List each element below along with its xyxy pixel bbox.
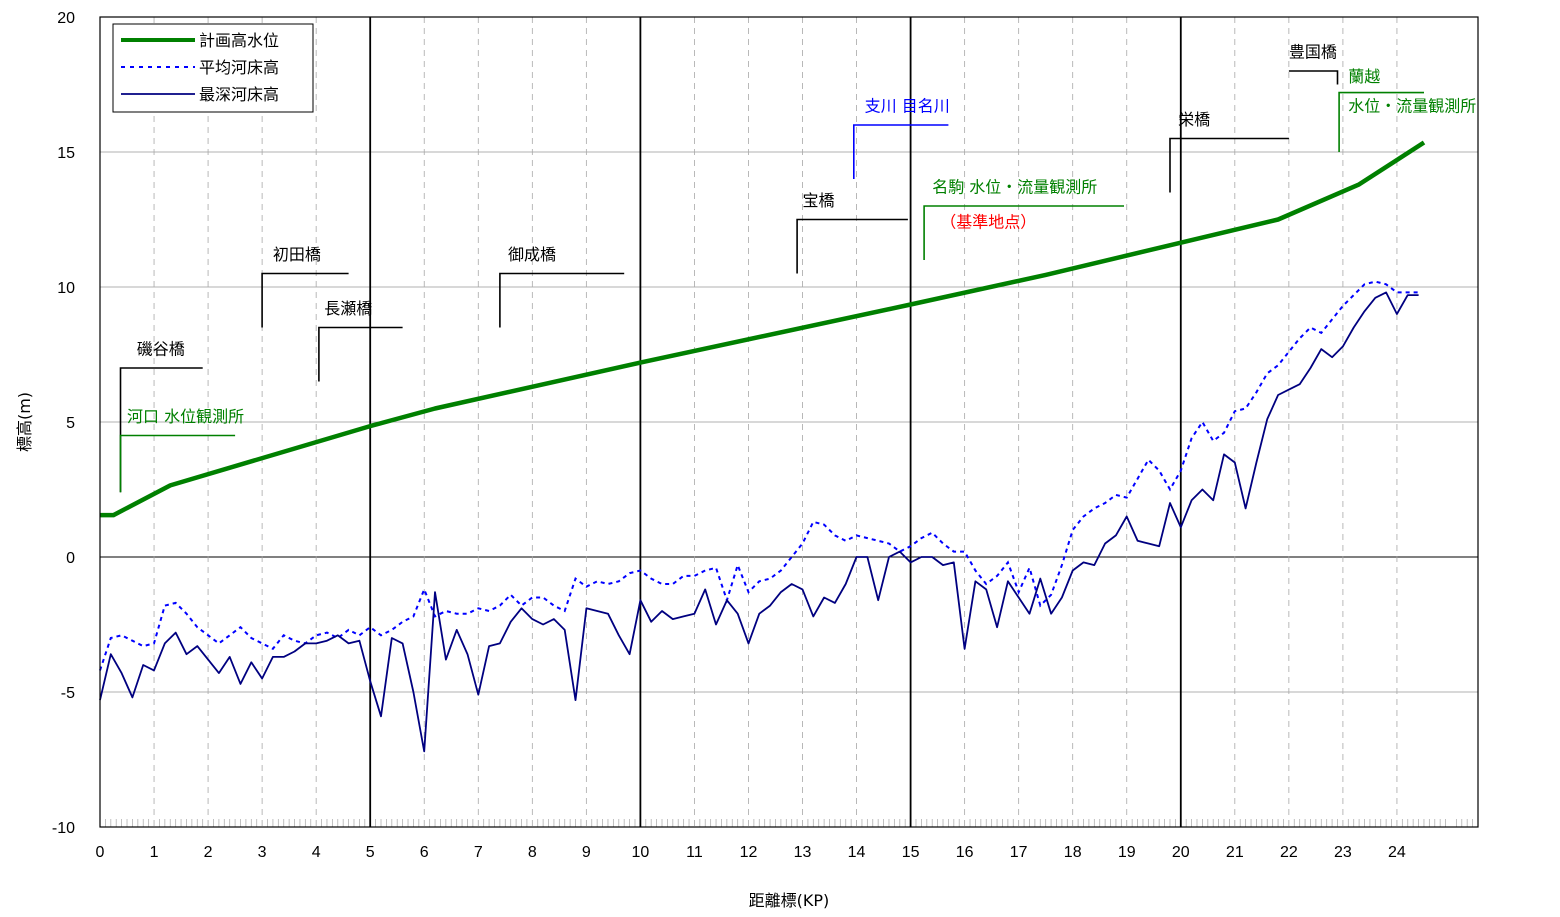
annotation-leader-6 — [852, 124, 949, 179]
annotation-label-8: （基準地点） — [940, 213, 1036, 232]
annotation-label-6: 支川 目名川 — [865, 97, 950, 116]
x-tick-label: 12 — [740, 844, 758, 861]
annotation-label-9: 栄橋 — [1178, 110, 1210, 129]
legend-label-0: 計画高水位 — [199, 31, 279, 50]
x-tick-label: 13 — [794, 844, 812, 861]
y-tick-label: -5 — [61, 685, 75, 702]
annotation-label-12: 水位・流量観測所 — [1348, 97, 1476, 116]
annotation-label-11: 蘭越 — [1348, 67, 1380, 86]
annotation-label-2: 初田橋 — [273, 245, 321, 264]
x-tick-label: 17 — [1010, 844, 1028, 861]
annotation-leader-5 — [796, 218, 908, 274]
annotation-leader-7 — [923, 205, 1124, 260]
x-tick-label: 21 — [1226, 844, 1244, 861]
annotation-label-3: 長瀬橋 — [324, 299, 372, 318]
x-tick-label: 14 — [848, 844, 866, 861]
x-tick-label: 18 — [1064, 844, 1082, 861]
x-tick-label: 6 — [420, 844, 429, 861]
annotation-leader-2 — [261, 272, 349, 328]
y-tick-label: 5 — [66, 415, 75, 432]
annotation-label-10: 豊国橋 — [1289, 43, 1337, 62]
grid-layer — [100, 17, 1478, 827]
y-axis-label: 標高(m) — [15, 392, 34, 452]
x-tick-label: 1 — [150, 844, 159, 861]
x-tick-label: 4 — [312, 844, 321, 861]
annotation-leader-0 — [119, 367, 203, 493]
x-tick-labels: 0 1 2 3 4 5 6 7 8 9 10 11 12 13 14 15 16 17 18 19 20 21 22 23 24 — [96, 844, 1406, 861]
x-axis-label: 距離標(KP) — [749, 891, 830, 910]
series-layer — [99, 140, 1426, 753]
x-tick-label: 20 — [1172, 844, 1190, 861]
y-tick-label: 0 — [66, 550, 75, 567]
series-line-1 — [99, 280, 1419, 671]
x-tick-label: 9 — [582, 844, 591, 861]
legend-label-1: 平均河床高 — [199, 58, 279, 77]
annotation-leader-10 — [1288, 70, 1339, 85]
annotation-label-0: 磯谷橋 — [137, 340, 185, 359]
y-tick-labels: -10 -5 0 5 10 15 20 — [52, 10, 75, 837]
x-tick-label: 10 — [631, 844, 649, 861]
series-line-0 — [100, 140, 1426, 518]
y-tick-label: 20 — [57, 10, 75, 27]
x-tick-label: 19 — [1118, 844, 1136, 861]
x-tick-label: 24 — [1388, 844, 1406, 861]
annotation-leader-4 — [499, 272, 625, 328]
series-line-2 — [99, 291, 1419, 753]
annotation-label-5: 宝橋 — [803, 191, 835, 210]
x-tick-label: 16 — [956, 844, 974, 861]
annotation-leader-9 — [1169, 137, 1289, 193]
x-tick-label: 2 — [204, 844, 213, 861]
x-tick-label: 0 — [96, 844, 105, 861]
y-tick-label: 10 — [57, 280, 75, 297]
y-tick-label: -10 — [52, 820, 75, 837]
x-tick-label: 5 — [366, 844, 375, 861]
x-tick-label: 22 — [1280, 844, 1298, 861]
x-tick-label: 3 — [258, 844, 267, 861]
x-tick-label: 8 — [528, 844, 537, 861]
x-tick-label: 23 — [1334, 844, 1352, 861]
annotation-label-7: 名駒 水位・流量観測所 — [932, 178, 1097, 197]
annotation-label-1: 河口 水位観測所 — [127, 407, 244, 426]
legend-label-2: 最深河床高 — [199, 85, 279, 104]
plot-frame — [99, 16, 1479, 828]
y-tick-label: 15 — [57, 145, 75, 162]
annotation-leader-11 — [1338, 91, 1424, 152]
x-tick-label: 7 — [474, 844, 483, 861]
annotation-leader-3 — [318, 326, 403, 382]
annotation-label-4: 御成橋 — [508, 245, 556, 264]
x-tick-label: 15 — [902, 844, 920, 861]
annotation-leader-1 — [119, 434, 236, 493]
x-tick-label: 11 — [686, 844, 703, 861]
